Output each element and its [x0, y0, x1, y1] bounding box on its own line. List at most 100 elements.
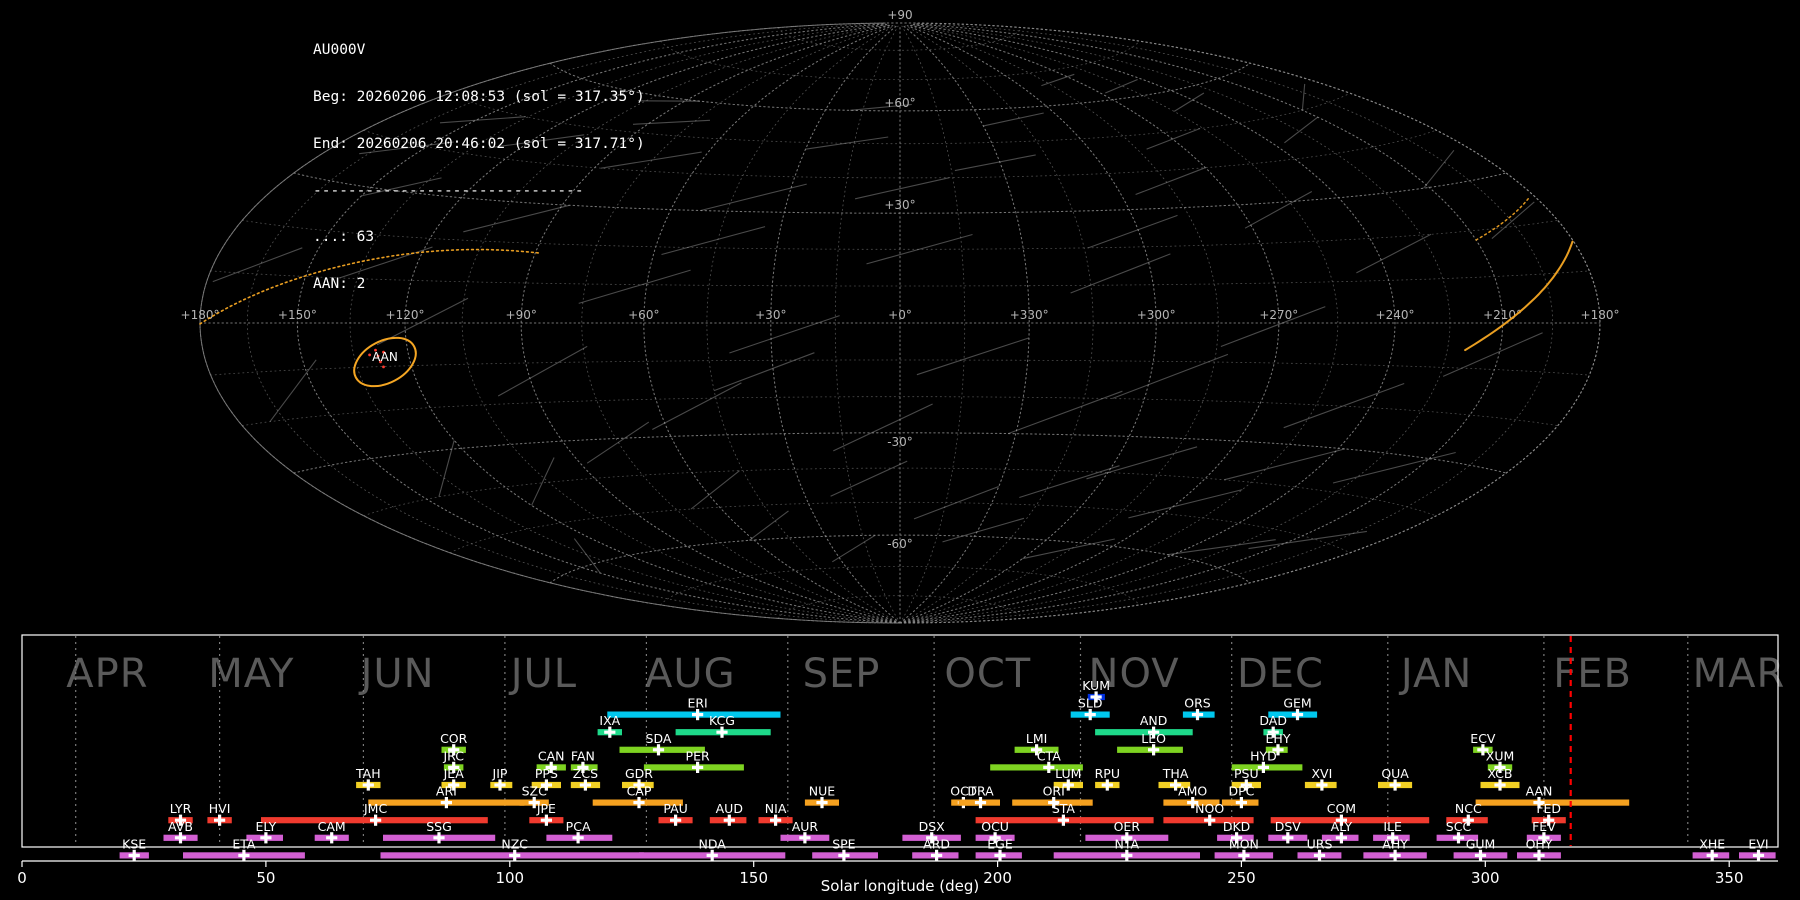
timeline-svg[interactable]: APR MAY JUN JUL AUG SEP OCT NOV DEC JAN FEB MAR KUM… — [0, 625, 1800, 900]
shower-entry[interactable]: GEM — [1268, 696, 1318, 721]
shower-code-label: AAN — [1526, 784, 1553, 799]
shower-entry[interactable]: SPE — [812, 836, 878, 861]
shower-entry[interactable]: NZC — [380, 836, 644, 861]
shower-entry[interactable]: SCC — [1436, 819, 1479, 844]
shower-entry[interactable]: LMI — [1014, 731, 1059, 756]
shower-entry[interactable]: LUM — [1053, 766, 1083, 791]
shower-entry[interactable]: JMC — [261, 801, 488, 826]
shower-entry[interactable]: SLD — [1070, 696, 1110, 721]
shower-entry[interactable]: ECV — [1470, 731, 1496, 756]
shower-entry[interactable]: IXA — [597, 713, 622, 738]
shower-entry[interactable]: QUA — [1378, 766, 1413, 791]
shower-entry[interactable]: DSV — [1268, 819, 1308, 844]
shower-entry[interactable]: PCA — [546, 819, 613, 844]
shower-entry[interactable]: JEA — [441, 766, 466, 791]
shower-entry[interactable]: MON — [1214, 836, 1274, 861]
shower-entry[interactable]: CAP — [592, 784, 683, 809]
shower-entry[interactable]: NOO — [1163, 801, 1254, 826]
shower-entry[interactable]: EGE — [975, 836, 1022, 861]
shower-activity-bar[interactable] — [1095, 729, 1193, 736]
shower-activity-bar[interactable] — [1270, 817, 1430, 824]
shower-entry[interactable]: KCG — [675, 713, 771, 738]
header-station: AU000V — [313, 42, 366, 59]
shower-entry[interactable]: NUE — [804, 784, 839, 809]
shower-entry[interactable]: CAM — [314, 819, 349, 844]
shower-entry[interactable]: COM — [1270, 801, 1430, 826]
shower-entry[interactable]: PSU — [1231, 766, 1261, 791]
shower-entry[interactable]: DKD — [1217, 819, 1254, 844]
shower-entry[interactable]: JIP — [490, 766, 513, 791]
shower-entry[interactable]: NCC — [1446, 801, 1488, 826]
shower-entry[interactable]: URS — [1297, 836, 1342, 861]
shower-entry[interactable]: DPC — [1221, 784, 1259, 809]
shower-entry[interactable]: HYD — [1231, 748, 1303, 773]
shower-activity-bar[interactable] — [1475, 799, 1630, 806]
shower-entry[interactable]: HVI — [207, 801, 232, 826]
shower-peak-marker — [362, 779, 374, 791]
shower-entry[interactable]: AUR — [780, 819, 830, 844]
shower-entry[interactable]: ARD — [912, 836, 959, 861]
shower-entry[interactable]: ORI — [1012, 784, 1093, 809]
shower-entry[interactable]: DAD — [1259, 713, 1287, 738]
shower-entry[interactable]: TAH — [355, 766, 381, 791]
shower-entry[interactable]: ARI — [368, 784, 525, 809]
shower-entry[interactable]: DRA — [958, 784, 1001, 809]
shower-code-label: DAD — [1259, 713, 1287, 728]
shower-entry[interactable]: JRC — [442, 748, 464, 773]
shower-entry[interactable]: EHY — [1266, 731, 1291, 756]
shower-entry[interactable]: FEV — [1526, 819, 1561, 844]
shower-entry[interactable]: ORS — [1182, 696, 1215, 721]
shower-entry[interactable]: OCU — [975, 819, 1015, 844]
shower-entry[interactable]: OER — [1085, 819, 1169, 844]
shower-entry[interactable]: NDA — [639, 836, 786, 861]
shower-entry[interactable]: FED — [1531, 801, 1566, 826]
shower-entry[interactable]: NIA — [758, 801, 793, 826]
shower-entry[interactable]: RPU — [1095, 766, 1120, 791]
shower-activity-bar[interactable] — [990, 764, 1083, 771]
shower-entry[interactable]: SZC — [519, 784, 549, 809]
shower-entry[interactable]: ILE — [1373, 819, 1410, 844]
shower-entry[interactable]: THA — [1158, 766, 1191, 791]
month-label: OCT — [944, 651, 1031, 697]
shower-entry[interactable]: AUD — [709, 801, 747, 826]
shower-entry[interactable]: PER — [643, 748, 744, 773]
shower-peak-marker — [1090, 691, 1102, 703]
shower-entry[interactable]: XVI — [1304, 766, 1337, 791]
shower-entry[interactable]: ZCS — [570, 766, 601, 791]
shower-entry[interactable]: AVB — [163, 819, 198, 844]
shower-entry[interactable]: ETA — [183, 836, 305, 861]
shower-entry[interactable]: ALY — [1321, 819, 1359, 844]
shower-entry[interactable]: KUM — [1082, 678, 1110, 703]
shower-entry[interactable]: AAN — [1475, 784, 1630, 809]
shower-entry[interactable]: EVI — [1739, 836, 1776, 861]
shower-entry[interactable]: FAN — [570, 748, 598, 773]
shower-entry[interactable]: CTA — [990, 748, 1083, 773]
shower-entry[interactable]: PAU — [658, 801, 693, 826]
shower-entry[interactable]: ELY — [246, 819, 283, 844]
shower-entry[interactable]: SSG — [383, 819, 496, 844]
shower-entry[interactable]: XHE — [1692, 836, 1730, 861]
shower-entry[interactable]: AMO — [1163, 784, 1220, 809]
shower-entry[interactable]: AND — [1095, 713, 1193, 738]
shower-entry[interactable]: XUM — [1486, 748, 1515, 773]
shower-entry[interactable]: LYR — [168, 801, 193, 826]
shower-entry[interactable]: LEO — [1117, 731, 1183, 756]
shower-entry[interactable]: STA — [975, 801, 1154, 826]
shower-entry[interactable]: COR — [440, 731, 468, 756]
shower-entry[interactable]: SDA — [619, 731, 705, 756]
shower-entry[interactable]: DSX — [902, 819, 961, 844]
shower-entry[interactable]: AHY — [1363, 836, 1427, 861]
timeline-shower-bars[interactable]: KUM ERI SLD ORS GEM IXA KCG AND DAD COR SDA LMI LEO E… — [119, 678, 1776, 861]
shower-peak-marker — [931, 849, 943, 861]
x-axis-tick-label: 100 — [495, 869, 524, 887]
shower-entry[interactable]: ERI — [607, 696, 781, 721]
shower-entry[interactable]: PPS — [531, 766, 561, 791]
shower-entry[interactable]: KSE — [119, 836, 149, 861]
shower-entry[interactable]: XCB — [1480, 766, 1520, 791]
shower-entry[interactable]: GDR — [622, 766, 654, 791]
shower-entry[interactable]: NTA — [1053, 836, 1200, 861]
shower-entry[interactable]: GUM — [1453, 836, 1508, 861]
shower-entry[interactable]: CAN — [536, 748, 566, 773]
shower-entry[interactable]: JPE — [529, 801, 564, 826]
shower-entry[interactable]: OHY — [1517, 836, 1561, 861]
